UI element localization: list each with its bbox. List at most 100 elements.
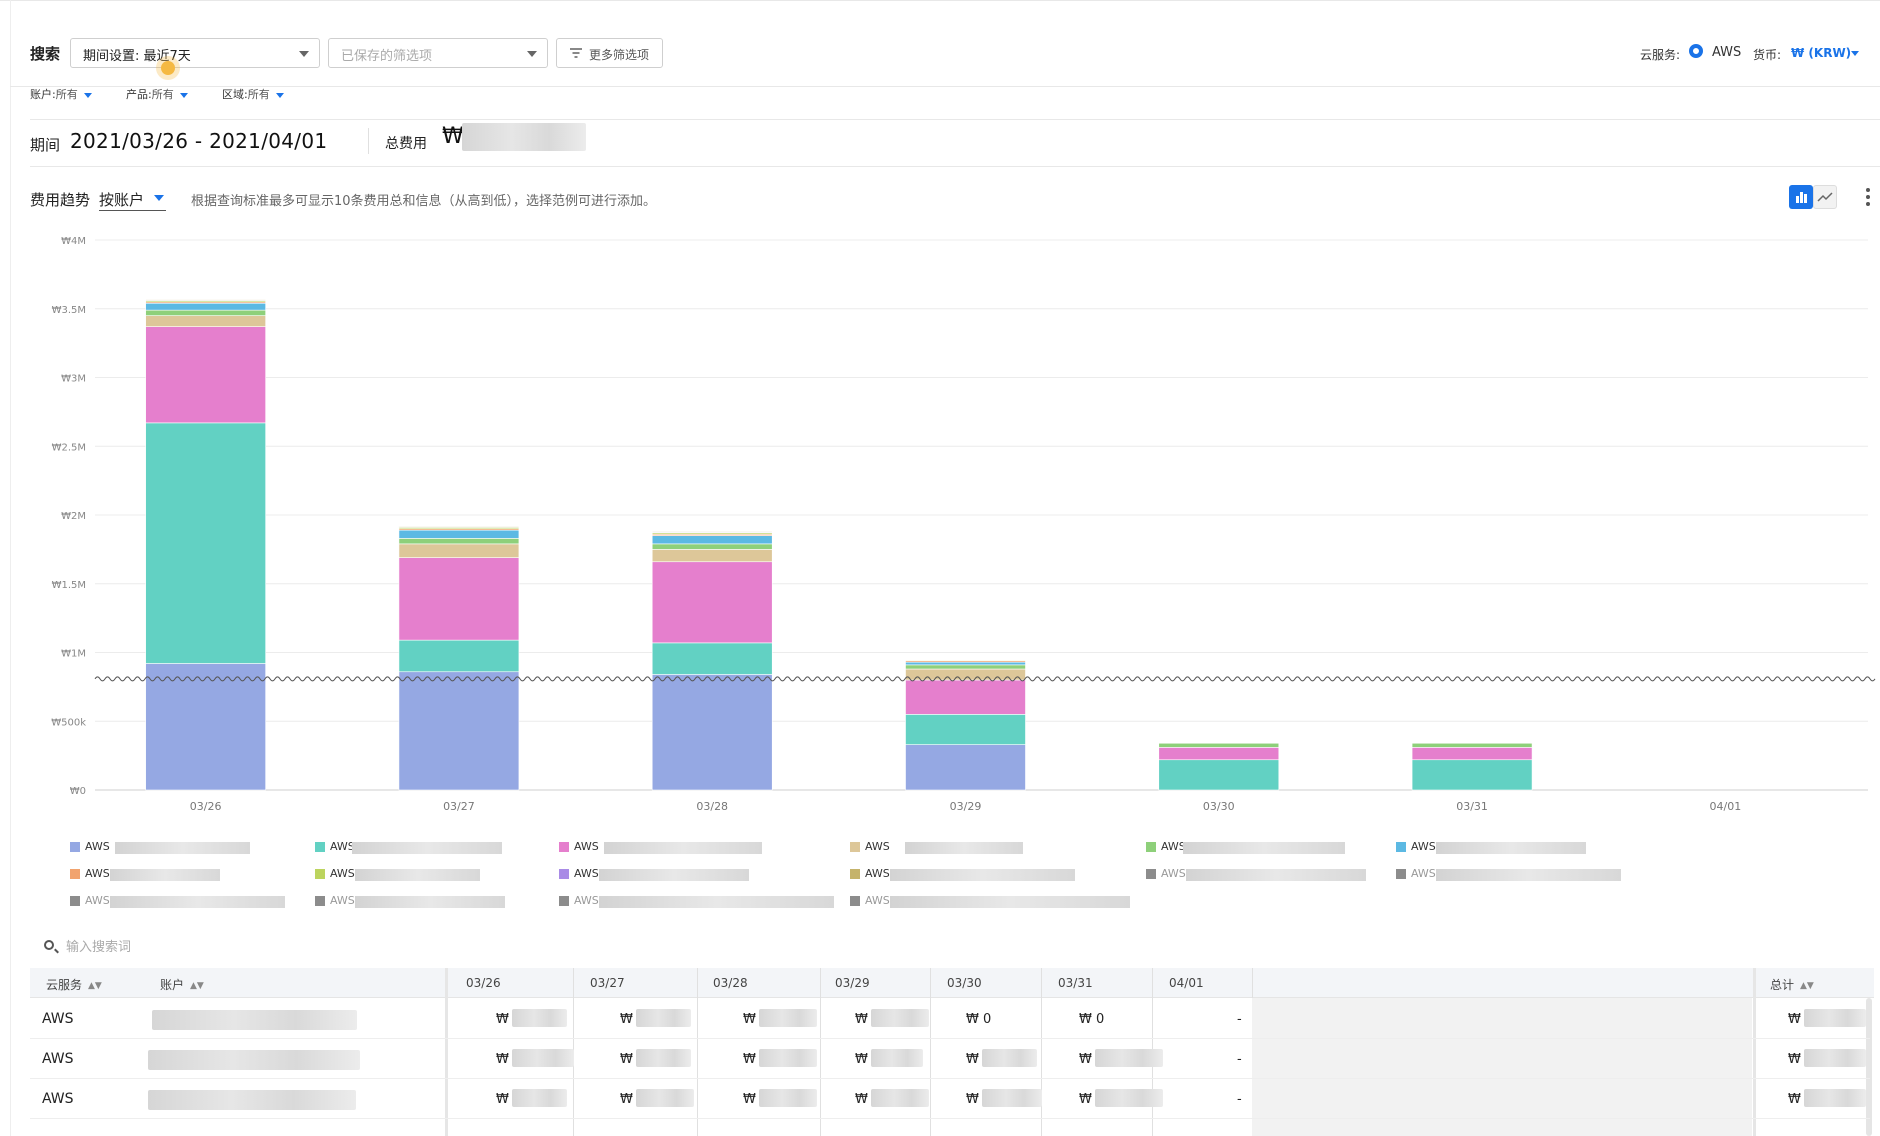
currency-select[interactable]: ₩ (KRW) — [1791, 46, 1852, 60]
redacted-cost — [1095, 1089, 1163, 1107]
cell-cost: ₩ — [1079, 1052, 1092, 1067]
cursor-highlight — [161, 61, 175, 75]
search-label: 搜索 — [30, 45, 61, 63]
redacted-cost — [636, 1009, 691, 1027]
col-date: 03/28 — [713, 976, 748, 990]
bar-segment — [398, 538, 520, 545]
search-icon — [44, 940, 54, 950]
bar-segment — [905, 661, 1026, 666]
chevron-down-icon — [527, 51, 537, 57]
redacted-legend-text — [599, 896, 834, 908]
cell-cost: ₩ — [620, 1052, 633, 1067]
cost-trend-chart: ₩0 ₩500k ₩1M ₩1.5M ₩2M ₩2.5M ₩3M ₩3.5M ₩4M 03/26 0… — [51, 236, 1876, 813]
bar-segment — [1411, 759, 1533, 791]
cell-cost: - — [1237, 1092, 1242, 1107]
cell-cloud: AWS — [42, 1051, 74, 1067]
bar-segment — [651, 543, 773, 550]
legend-swatch — [315, 869, 325, 879]
x-tick-label: 03/31 — [1456, 800, 1488, 813]
currency-label: 货币: — [1753, 48, 1782, 62]
legend-label: AWS — [1411, 867, 1436, 880]
redacted-total — [1804, 1089, 1866, 1107]
table-empty-area — [1252, 998, 1752, 1136]
line-chart-toggle[interactable] — [1813, 185, 1837, 209]
cell-cloud: AWS — [42, 1091, 74, 1107]
period-select-label: 期间设置: 最近7天 — [83, 49, 191, 64]
x-tick-label: 03/26 — [190, 800, 222, 813]
legend-swatch — [559, 869, 569, 879]
bar-segment — [145, 315, 266, 327]
bar-segment — [145, 302, 266, 311]
redacted-legend-text — [890, 896, 1130, 908]
period-value: 2021/03/26 - 2021/04/01 — [70, 129, 328, 153]
redacted-legend-text — [905, 842, 1023, 854]
legend-label: AWS — [574, 894, 599, 907]
legend-label: AWS — [85, 840, 110, 853]
redacted-cost — [636, 1089, 694, 1107]
redacted-legend-text — [599, 869, 749, 881]
filter-region-label: 区域: — [222, 88, 248, 101]
redacted-legend-text — [1436, 842, 1586, 854]
bar-segment — [1158, 759, 1280, 791]
legend-swatch — [70, 869, 80, 879]
col-cloud[interactable]: 云服务 ▲▼ — [46, 976, 102, 993]
chart-hint: 根据查询标准最多可显示10条费用总和信息（从高到低），选择范例可进行添加。 — [191, 194, 657, 209]
legend-label: AWS — [1161, 840, 1186, 853]
y-tick-label: ₩4M — [61, 236, 86, 247]
redacted-cost — [759, 1089, 817, 1107]
filter-account-value: 所有 — [55, 88, 78, 101]
total-cost-currency: ₩ — [442, 124, 464, 149]
cell-cost: ₩ — [620, 1092, 633, 1107]
col-date: 03/30 — [947, 976, 982, 990]
bar-segment — [651, 561, 773, 644]
redacted-cost — [512, 1089, 567, 1107]
period-select[interactable]: 期间设置: 最近7天 — [70, 38, 320, 68]
y-tick-label: ₩500k — [51, 717, 86, 728]
table-scrollbar[interactable] — [1866, 998, 1872, 1136]
chevron-down-icon — [275, 92, 284, 98]
redacted-legend-text — [355, 869, 480, 881]
cell-cost: ₩ — [496, 1012, 509, 1027]
table-search-input[interactable] — [64, 933, 468, 961]
legend-swatch — [70, 896, 80, 906]
redacted-legend-text — [110, 896, 285, 908]
bar-segment — [398, 529, 520, 539]
bar-segment — [398, 543, 520, 558]
sort-icon: ▲▼ — [1800, 980, 1814, 991]
redacted-cost — [759, 1009, 817, 1027]
cloud-label: 云服务: — [1640, 48, 1681, 62]
legend-label: AWS — [330, 840, 355, 853]
filter-product-value: 所有 — [151, 88, 174, 101]
redacted-cost — [512, 1009, 567, 1027]
cloud-radio-aws[interactable] — [1689, 44, 1703, 58]
bar-segment — [1411, 742, 1533, 748]
filter-product[interactable]: 产品:所有 — [126, 86, 188, 102]
col-total[interactable]: 总计 ▲▼ — [1770, 976, 1814, 993]
y-tick-label: ₩1.5M — [52, 580, 86, 591]
redacted-cost — [759, 1049, 817, 1067]
legend-swatch — [1146, 842, 1156, 852]
col-account[interactable]: 账户 ▲▼ — [160, 976, 204, 993]
redacted-legend-text — [604, 842, 762, 854]
bar-segment — [1411, 747, 1533, 761]
filter-region-value: 所有 — [247, 88, 270, 101]
redacted-total-cost — [462, 123, 586, 151]
filter-account-label: 账户: — [30, 88, 56, 101]
col-account-label: 账户 — [160, 978, 185, 992]
redacted-legend-text — [355, 896, 505, 908]
bar-segment — [1158, 747, 1280, 761]
more-filters-button[interactable]: 更多筛选项 — [556, 38, 663, 68]
more-options-icon[interactable] — [1866, 188, 1870, 209]
group-by-select[interactable]: 按账户 — [99, 189, 167, 211]
table-header-dates: 03/26 03/27 03/28 03/29 03/30 03/31 04/0… — [448, 968, 1753, 998]
axis-break-line — [94, 676, 1876, 682]
bar-segment — [905, 679, 1026, 715]
saved-filters-select[interactable]: 已保存的筛选项 — [328, 38, 548, 68]
bar-chart-toggle[interactable] — [1789, 185, 1813, 209]
filter-region[interactable]: 区域:所有 — [222, 86, 284, 102]
legend-label: AWS — [574, 867, 599, 880]
more-filters-label: 更多筛选项 — [589, 48, 650, 62]
filter-account[interactable]: 账户:所有 — [30, 86, 92, 102]
redacted-account — [148, 1090, 356, 1110]
cost-trend-label: 费用趋势 — [30, 191, 91, 209]
